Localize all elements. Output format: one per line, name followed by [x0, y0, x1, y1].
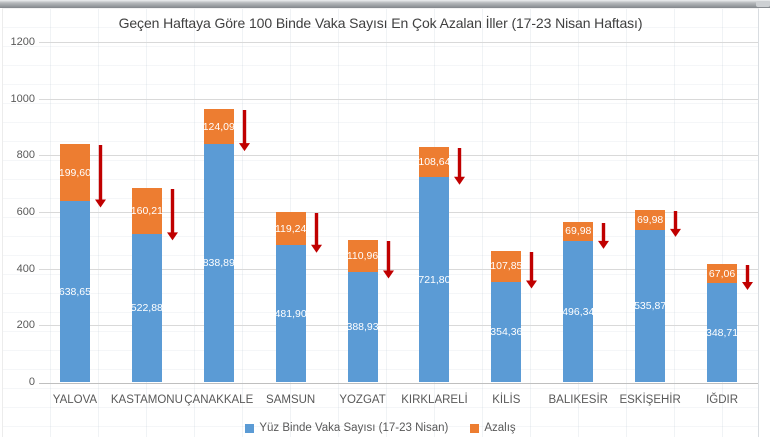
- bar-value-label-cases: 481,90: [274, 307, 307, 320]
- bar-value-label-cases: 388,93: [346, 320, 379, 333]
- bar-segment-cases: [59, 201, 90, 382]
- bar-segment-decrease: [563, 221, 594, 242]
- decrease-arrow-icon: [310, 212, 322, 253]
- bar-value-label-decrease: 199,60: [58, 166, 91, 179]
- bar-value-label-cases: 535,87: [634, 300, 667, 313]
- legend-item-cases: Yüz Binde Vaka Sayısı (17-23 Nisan): [245, 422, 448, 434]
- legend-label: Yüz Binde Vaka Sayısı (17-23 Nisan): [259, 422, 449, 434]
- scrollbar-thumb[interactable]: [756, 1, 770, 7]
- bar-segment-cases: [347, 271, 378, 382]
- bar-value-label-cases: 496,34: [562, 305, 595, 318]
- legend-item-decrease: Azalış: [470, 422, 516, 434]
- decrease-arrow-icon: [382, 241, 394, 279]
- top-scrollbar[interactable]: [0, 0, 770, 8]
- decrease-arrow-icon: [166, 189, 178, 241]
- bar-segment-decrease: [59, 144, 90, 202]
- y-axis-tick-label: 0: [28, 376, 35, 388]
- bar-value-label-cases: 522,88: [130, 301, 163, 314]
- decrease-arrow-icon: [238, 110, 250, 152]
- category-label: YOZGAT: [339, 394, 386, 406]
- bar-value-label-cases: 838,89: [202, 257, 235, 270]
- gridline: [39, 212, 758, 213]
- gridline: [39, 98, 758, 100]
- x-axis-line: [39, 383, 758, 384]
- bar-value-label-decrease: 119,24: [274, 222, 307, 235]
- bar-segment-decrease: [491, 251, 522, 282]
- decrease-arrow-icon: [526, 252, 538, 289]
- y-axis-tick-label: 200: [16, 319, 35, 332]
- bar-value-label-cases: 638,65: [58, 285, 91, 298]
- gridline: [39, 325, 758, 327]
- gridline: [39, 155, 758, 157]
- bar-value-label-decrease: 69,98: [637, 214, 664, 227]
- bar-segment-cases: [563, 241, 594, 382]
- chart-title: Geçen Haftaya Göre 100 Binde Vaka Sayısı…: [118, 15, 643, 31]
- category-label: ÇANAKKALE: [184, 394, 254, 406]
- gridline: [39, 42, 758, 43]
- y-axis-tick-label: 800: [16, 149, 35, 162]
- decrease-arrow-icon: [598, 222, 610, 249]
- bar-segment-decrease: [347, 240, 378, 272]
- category-label: KIRKLARELİ: [401, 394, 468, 406]
- legend-swatch-icon: [245, 423, 255, 433]
- decrease-arrow-icon: [670, 211, 682, 238]
- bar-value-label-decrease: 108,64: [418, 156, 451, 169]
- bar-segment-cases: [419, 177, 450, 382]
- legend-label: Azalış: [484, 422, 516, 434]
- decrease-arrow-icon: [454, 147, 466, 185]
- bar-segment-decrease: [203, 109, 234, 145]
- decrease-arrow-icon: [94, 145, 106, 209]
- category-label: BALIKESİR: [548, 394, 608, 406]
- bar-value-label-decrease: 69,98: [565, 225, 592, 238]
- chart-area: Geçen Haftaya Göre 100 Binde Vaka Sayısı…: [2, 8, 759, 437]
- bar-value-label-decrease: 160,21: [130, 205, 163, 218]
- y-axis-tick-label: 400: [16, 262, 35, 275]
- gridline: [39, 268, 758, 270]
- bar-segment-cases: [131, 233, 162, 382]
- category-label: SAMSUN: [266, 394, 316, 406]
- bar-segment-decrease: [131, 188, 162, 234]
- bar-value-label-decrease: 110,96: [346, 250, 379, 263]
- bar-value-label-decrease: 124,09: [202, 120, 235, 133]
- bar-segment-cases: [203, 144, 234, 382]
- y-axis-tick-label: 600: [16, 206, 35, 218]
- bar-value-label-decrease: 67,06: [708, 267, 736, 280]
- bar-value-label-cases: 354,36: [490, 325, 523, 338]
- bar-segment-cases: [275, 245, 306, 382]
- bar-segment-cases: [635, 230, 666, 382]
- y-axis-tick-label: 1200: [10, 36, 35, 48]
- category-label: KİLİS: [492, 394, 521, 406]
- bar-value-label-cases: 721,80: [418, 273, 451, 286]
- bar-value-label-cases: 348,71: [705, 326, 739, 339]
- category-label: KASTAMONU: [110, 394, 183, 406]
- decrease-arrow-icon: [742, 265, 754, 291]
- bar-segment-cases: [707, 283, 738, 382]
- bar-segment-decrease: [275, 211, 306, 246]
- chart-legend: Yüz Binde Vaka Sayısı (17-23 Nisan) Azalı…: [3, 422, 758, 434]
- y-axis-tick-label: 1000: [10, 92, 35, 105]
- bar-segment-decrease: [419, 146, 450, 178]
- category-label: ESKİŞEHİR: [619, 394, 681, 406]
- legend-swatch-icon: [470, 423, 480, 433]
- category-label: YALOVA: [52, 394, 98, 406]
- bar-value-label-decrease: 107,85: [490, 260, 523, 273]
- category-label: IĞDIR: [706, 394, 739, 406]
- bar-segment-decrease: [635, 210, 666, 231]
- bar-segment-decrease: [707, 264, 738, 284]
- bar-segment-cases: [491, 281, 522, 382]
